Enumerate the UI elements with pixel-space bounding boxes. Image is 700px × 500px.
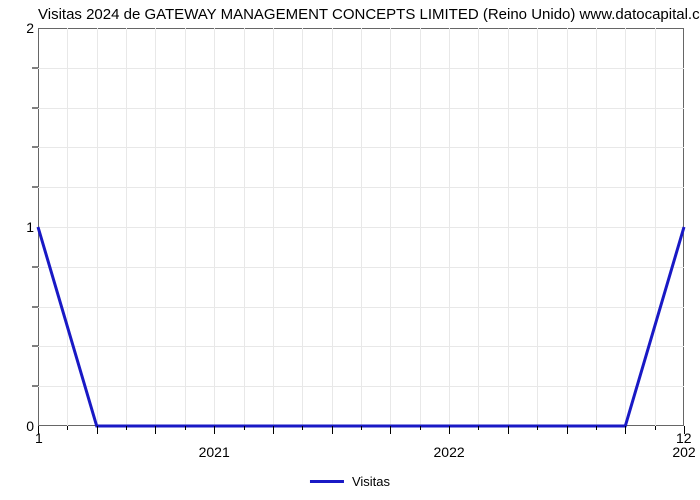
x-tick-minor bbox=[478, 426, 479, 430]
x-tick-month bbox=[508, 426, 509, 434]
chart-title: Visitas 2024 de GATEWAY MANAGEMENT CONCE… bbox=[38, 6, 700, 23]
y-minor-tick bbox=[32, 386, 38, 387]
x-tick-month bbox=[273, 426, 274, 434]
x-major-label: 202 bbox=[672, 444, 695, 460]
x-tick-minor bbox=[537, 426, 538, 430]
x-tick-month bbox=[625, 426, 626, 434]
x-tick-month bbox=[155, 426, 156, 434]
legend-swatch bbox=[310, 480, 344, 483]
chart-container: Visitas 2024 de GATEWAY MANAGEMENT CONCE… bbox=[0, 0, 700, 500]
x-major-label: 2021 bbox=[199, 444, 230, 460]
x-left-label: 1 bbox=[35, 430, 43, 446]
x-tick-minor bbox=[67, 426, 68, 430]
y-tick-label: 0 bbox=[4, 418, 34, 434]
y-minor-tick bbox=[32, 266, 38, 267]
x-tick-month bbox=[214, 426, 215, 434]
x-tick-month bbox=[332, 426, 333, 434]
y-tick-label: 2 bbox=[4, 20, 34, 36]
x-major-label: 2022 bbox=[434, 444, 465, 460]
x-tick-month bbox=[390, 426, 391, 434]
legend-label: Visitas bbox=[352, 474, 390, 489]
x-tick-minor bbox=[596, 426, 597, 430]
x-tick-minor bbox=[655, 426, 656, 430]
x-tick-minor bbox=[126, 426, 127, 430]
y-minor-tick bbox=[32, 187, 38, 188]
x-tick-minor bbox=[185, 426, 186, 430]
plot-area bbox=[38, 28, 684, 426]
x-tick-month bbox=[97, 426, 98, 434]
y-minor-tick bbox=[32, 147, 38, 148]
x-tick-month bbox=[449, 426, 450, 434]
x-tick-minor bbox=[420, 426, 421, 430]
y-tick-label: 1 bbox=[4, 219, 34, 235]
legend: Visitas bbox=[310, 474, 390, 489]
y-minor-tick bbox=[32, 67, 38, 68]
x-tick-month bbox=[567, 426, 568, 434]
y-minor-tick bbox=[32, 306, 38, 307]
y-minor-tick bbox=[32, 346, 38, 347]
y-minor-tick bbox=[32, 107, 38, 108]
x-tick-minor bbox=[244, 426, 245, 430]
x-tick-minor bbox=[361, 426, 362, 430]
series-line bbox=[38, 28, 684, 426]
x-tick-minor bbox=[302, 426, 303, 430]
